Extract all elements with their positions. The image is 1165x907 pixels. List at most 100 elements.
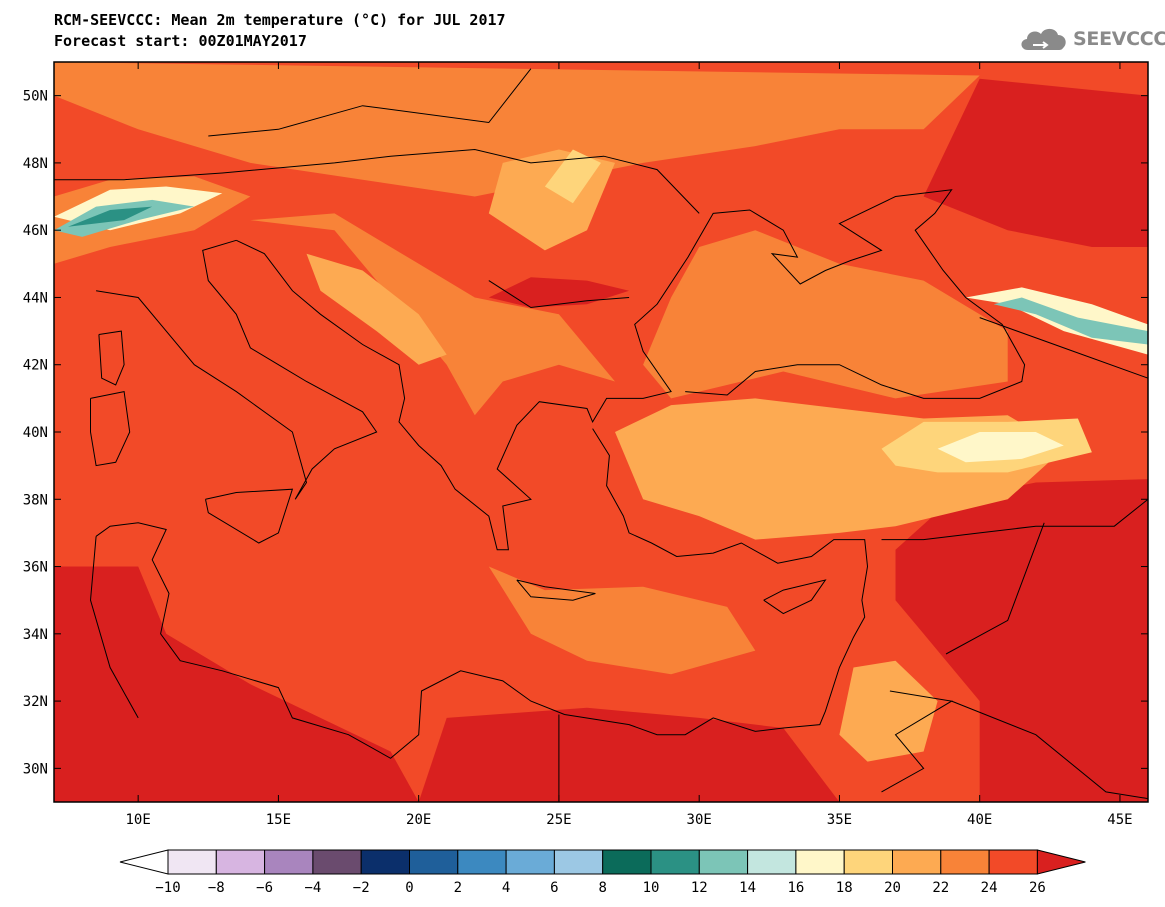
mild-zone-balkans [250, 213, 615, 416]
lon-tick-label: 40E [967, 812, 992, 828]
lat-tick-label: 48N [23, 156, 48, 172]
lat-tick-label: 30N [23, 761, 48, 777]
colorbar-label: 6 [550, 880, 558, 896]
lon-tick-label: 30E [687, 812, 712, 828]
border-danube [488, 280, 630, 309]
lon-tick-label: 20E [406, 812, 431, 828]
colorbar-under-arrow [119, 849, 169, 875]
mild-zone-north [54, 62, 980, 197]
longitude-axis: 10E 15E 20E 25E 30E 35E 40E 45E [126, 62, 1133, 828]
title-line-1: RCM-SEEVCCC: Mean 2m temperature (°C) fo… [54, 11, 506, 29]
border-tunisia [89, 536, 139, 719]
warm-zone-egypt [418, 707, 840, 802]
lat-tick-label: 46N [23, 223, 48, 239]
coastlines-borders [54, 68, 1148, 802]
colorbar-swatch [360, 849, 411, 875]
mild-zone-black-sea [643, 230, 1008, 399]
colorbar-swatch [795, 849, 845, 875]
mild-zone-aegean [488, 566, 756, 675]
colorbar-label: 10 [643, 880, 660, 896]
colorbar-label: −6 [256, 880, 273, 896]
colorbar-swatch [167, 849, 217, 875]
colorbar-label: 8 [598, 880, 606, 896]
colorbar-swatch [698, 849, 749, 875]
colorbar-swatch [747, 849, 797, 875]
border-turkey-south [881, 498, 1148, 541]
border-north-1 [54, 148, 700, 214]
map-field [54, 62, 1148, 802]
colorbar-swatch [892, 849, 942, 875]
coast-sicily [205, 488, 294, 544]
warm-zone-caspian [923, 78, 1148, 247]
colorbar-label: −4 [304, 880, 321, 896]
cloud-logo-icon [1021, 28, 1066, 50]
colorbar-label: 4 [502, 880, 510, 896]
colorbar-label: 16 [787, 880, 804, 896]
colorbar-swatch [650, 849, 700, 875]
cold-zone-caucasus [993, 297, 1148, 345]
coast-balkans [236, 189, 1026, 551]
colorbar-label: 12 [691, 880, 708, 896]
colorbar-swatch [312, 849, 362, 875]
lat-tick-label: 50N [23, 89, 48, 105]
lon-tick-label: 10E [126, 812, 151, 828]
colorbar-label: 0 [405, 880, 413, 896]
coast-sardinia [90, 391, 131, 467]
colorbar-over-arrow [1036, 849, 1086, 875]
colorbar-swatch [264, 849, 314, 875]
lat-tick-label: 42N [23, 358, 48, 374]
coast-cyprus [763, 579, 827, 615]
logo-text: SEEVCCC [1073, 28, 1165, 50]
colorbar-swatch [602, 849, 652, 875]
border-saudi [951, 700, 1148, 800]
border-jordan [881, 690, 954, 793]
cold-zone-anatolia-plateau [937, 432, 1064, 463]
colorbar-swatch [409, 849, 459, 875]
coast-corsica [98, 330, 125, 386]
lon-tick-label: 45E [1107, 812, 1132, 828]
border-iraq [945, 522, 1045, 655]
colorbar: −10 −8 −6 −4 −2 0 2 4 6 8 10 12 14 16 18 20 22 24 26 [119, 849, 1086, 896]
colorbar-swatch [843, 849, 894, 875]
lon-tick-label: 35E [827, 812, 852, 828]
cold-zone-alps-core [68, 206, 153, 227]
colorbar-label: 22 [932, 880, 949, 896]
cool-zone-jordan [839, 660, 938, 762]
colorbar-label: 26 [1029, 880, 1046, 896]
coast-anatolia [95, 428, 869, 759]
border-caucasus [979, 317, 1148, 379]
colorbar-swatch [553, 849, 604, 875]
title-line-2: Forecast start: 00Z01MAY2017 [54, 32, 307, 50]
warm-zone-libya [54, 566, 419, 802]
colorbar-swatch [215, 849, 266, 875]
warm-zone-syria-iraq [895, 479, 1148, 802]
colorbar-label: −2 [353, 880, 370, 896]
colorbar-swatch [988, 849, 1038, 875]
temperature-contours [54, 62, 1148, 802]
colorbar-label: −10 [155, 880, 180, 896]
lat-tick-label: 36N [23, 560, 48, 576]
lon-tick-label: 25E [546, 812, 571, 828]
colorbar-label: −8 [208, 880, 225, 896]
lat-tick-label: 38N [23, 492, 48, 508]
colorbar-swatch [940, 849, 990, 875]
cool-zone-dinaric [306, 253, 447, 365]
colorbar-label: 18 [836, 880, 853, 896]
cool-zone-carpathian-peak [544, 149, 601, 204]
colorbar-swatch [505, 849, 555, 875]
lat-tick-label: 40N [23, 425, 48, 441]
map-title: RCM-SEEVCCC: Mean 2m temperature (°C) fo… [54, 10, 506, 52]
colorbar-label: 24 [981, 880, 998, 896]
lat-tick-label: 32N [23, 694, 48, 710]
seevccc-logo: SEEVCCC [1018, 22, 1165, 56]
colorbar-swatch [457, 849, 507, 875]
lon-tick-label: 15E [266, 812, 291, 828]
lat-tick-label: 34N [23, 627, 48, 643]
lat-tick-label: 44N [23, 290, 48, 306]
colorbar-label: 14 [739, 880, 756, 896]
colorbar-label: 20 [884, 880, 901, 896]
latitude-axis: 50N 48N 46N 44N 42N 40N 38N 36N 34N 32N 30N [23, 89, 1148, 777]
coast-crete [516, 579, 596, 601]
colorbar-label: 2 [454, 880, 462, 896]
